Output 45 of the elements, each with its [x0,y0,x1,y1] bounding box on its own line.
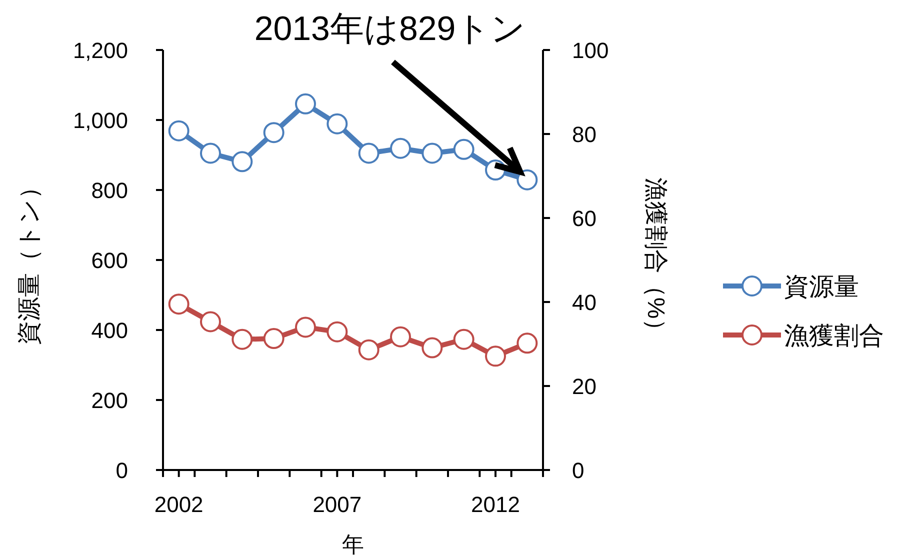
y-tick-label: 400 [91,318,128,343]
point [453,328,474,350]
x-axis-title: 年 [342,532,364,557]
y-tick-label: 1,200 [72,38,128,63]
x-tick-label: 2002 [154,492,204,517]
legend-label: 資源量 [784,273,859,301]
y-tick-label: 1,000 [72,108,128,133]
x-tick-label: 2007 [312,492,362,517]
y-tick-label: 800 [91,178,128,203]
point [358,339,380,360]
y-axis-title: 資源量（トン） [16,175,43,345]
y-tick-label: 200 [91,388,128,413]
point [326,321,348,342]
point [200,142,221,164]
point [453,138,474,160]
point [390,326,411,348]
point [516,169,538,190]
point [390,138,411,159]
point [263,122,284,144]
point [422,337,443,358]
point [168,120,190,142]
y2-tick-label: 80 [572,122,596,147]
text: 2013年は829トン [254,10,526,48]
point [326,113,348,134]
point [295,93,316,114]
point [422,142,443,164]
y2-tick-label: 40 [572,290,596,315]
y2-axis-title: 漁獲割合（%） [642,177,669,343]
y-tick-label: 0 [116,458,128,483]
point [168,294,190,315]
point [263,328,284,350]
y-tick-label: 600 [91,248,128,273]
point [232,151,253,172]
point [516,332,538,354]
point [200,311,221,332]
y2-tick-label: 20 [572,374,596,399]
point [485,346,506,367]
y2-tick-label: 100 [572,38,609,63]
x-tick-label: 2012 [471,492,520,517]
point [295,316,316,338]
legend-label: 漁獲割合 [784,322,884,350]
y2-tick-label: 60 [572,206,596,231]
point [358,142,380,164]
point [232,328,253,350]
y2-tick-label: 0 [572,458,584,483]
